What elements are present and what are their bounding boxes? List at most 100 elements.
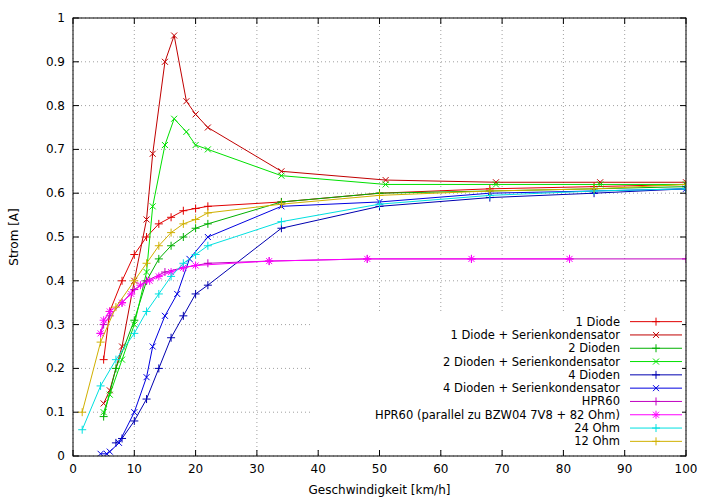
marker-stroke <box>156 273 162 279</box>
marker-stroke <box>162 142 168 148</box>
marker-stroke <box>364 256 370 262</box>
legend-label: HPR60 (parallel zu BZW04 7V8 + 82 Ohm) <box>375 408 620 422</box>
point <box>179 233 187 241</box>
marker-stroke <box>158 220 159 228</box>
marker-stroke <box>183 220 184 228</box>
marker-stroke <box>150 203 156 209</box>
marker-stroke <box>682 188 686 189</box>
marker-stroke <box>183 129 189 135</box>
marker-stroke <box>193 142 199 148</box>
point <box>277 218 285 226</box>
marker-stroke <box>158 364 159 372</box>
marker-stroke <box>158 290 159 298</box>
marker-stroke <box>183 98 189 104</box>
marker-stroke <box>278 173 284 179</box>
legend-marker <box>652 318 660 326</box>
point <box>127 290 135 298</box>
point <box>363 255 371 263</box>
marker-stroke <box>116 440 122 446</box>
marker-stroke <box>98 451 104 456</box>
marker-stroke <box>653 385 659 391</box>
marker-stroke <box>207 242 208 250</box>
plot-area <box>78 33 686 456</box>
legend-marker <box>652 424 660 432</box>
grid-line <box>73 237 686 238</box>
marker-stroke <box>171 116 177 122</box>
marker-stroke <box>144 216 150 222</box>
point <box>179 312 187 320</box>
marker-stroke <box>193 111 199 117</box>
marker-stroke <box>146 259 147 267</box>
point <box>150 203 156 209</box>
point <box>104 451 110 456</box>
legend-marker <box>652 437 660 445</box>
tick <box>680 193 686 194</box>
point <box>179 220 187 228</box>
marker-stroke <box>183 312 184 320</box>
point <box>97 382 105 390</box>
point <box>597 181 603 187</box>
point <box>204 242 212 250</box>
point <box>376 200 384 208</box>
legend-marker <box>652 371 660 379</box>
point <box>204 209 212 217</box>
tick-label: 100 <box>675 462 698 476</box>
tick-label: 0.8 <box>46 99 65 113</box>
tick <box>680 149 686 150</box>
point <box>192 224 200 232</box>
marker-stroke <box>682 184 686 185</box>
point <box>174 291 180 297</box>
marker-stroke <box>147 278 153 284</box>
marker-stroke <box>383 181 389 187</box>
marker-stroke <box>128 291 134 297</box>
marker-stroke <box>115 303 116 311</box>
marker-stroke <box>656 318 657 326</box>
grid-line <box>73 280 686 281</box>
point <box>192 215 200 223</box>
grid-line <box>73 105 686 106</box>
marker-stroke <box>134 251 135 259</box>
marker-stroke <box>107 308 113 314</box>
tick <box>502 450 503 456</box>
point <box>150 151 156 157</box>
marker-stroke <box>162 313 168 319</box>
frame <box>73 18 686 456</box>
marker-stroke <box>183 98 189 104</box>
marker-stroke <box>653 359 659 365</box>
tick-label: 0.4 <box>46 274 65 288</box>
point <box>376 191 384 199</box>
tick <box>502 18 503 24</box>
point <box>130 277 138 285</box>
marker-stroke <box>682 184 686 185</box>
marker-stroke <box>122 277 123 285</box>
point <box>146 277 154 285</box>
point <box>107 392 113 398</box>
marker-stroke <box>158 255 159 263</box>
marker-stroke <box>183 129 189 135</box>
point <box>192 290 200 298</box>
y-axis-label: Strom [A] <box>7 208 21 265</box>
marker-stroke <box>144 374 150 380</box>
point <box>100 413 108 421</box>
marker-stroke <box>131 278 137 284</box>
legend-marker <box>652 397 660 405</box>
marker-stroke <box>193 111 199 117</box>
marker-stroke <box>656 397 657 405</box>
marker-stroke <box>205 234 211 240</box>
point <box>130 329 138 337</box>
point <box>155 364 163 372</box>
marker-stroke <box>137 282 143 288</box>
marker-stroke <box>656 344 657 352</box>
point <box>363 255 371 263</box>
marker-stroke <box>205 146 211 152</box>
point <box>112 303 120 311</box>
point <box>162 313 168 319</box>
point <box>167 229 175 237</box>
point <box>116 440 122 446</box>
marker-stroke <box>493 181 499 187</box>
point <box>101 409 107 415</box>
marker-stroke <box>171 272 172 280</box>
tick-label: 0.7 <box>46 142 65 156</box>
marker-stroke <box>98 451 104 456</box>
marker-stroke <box>116 440 122 446</box>
